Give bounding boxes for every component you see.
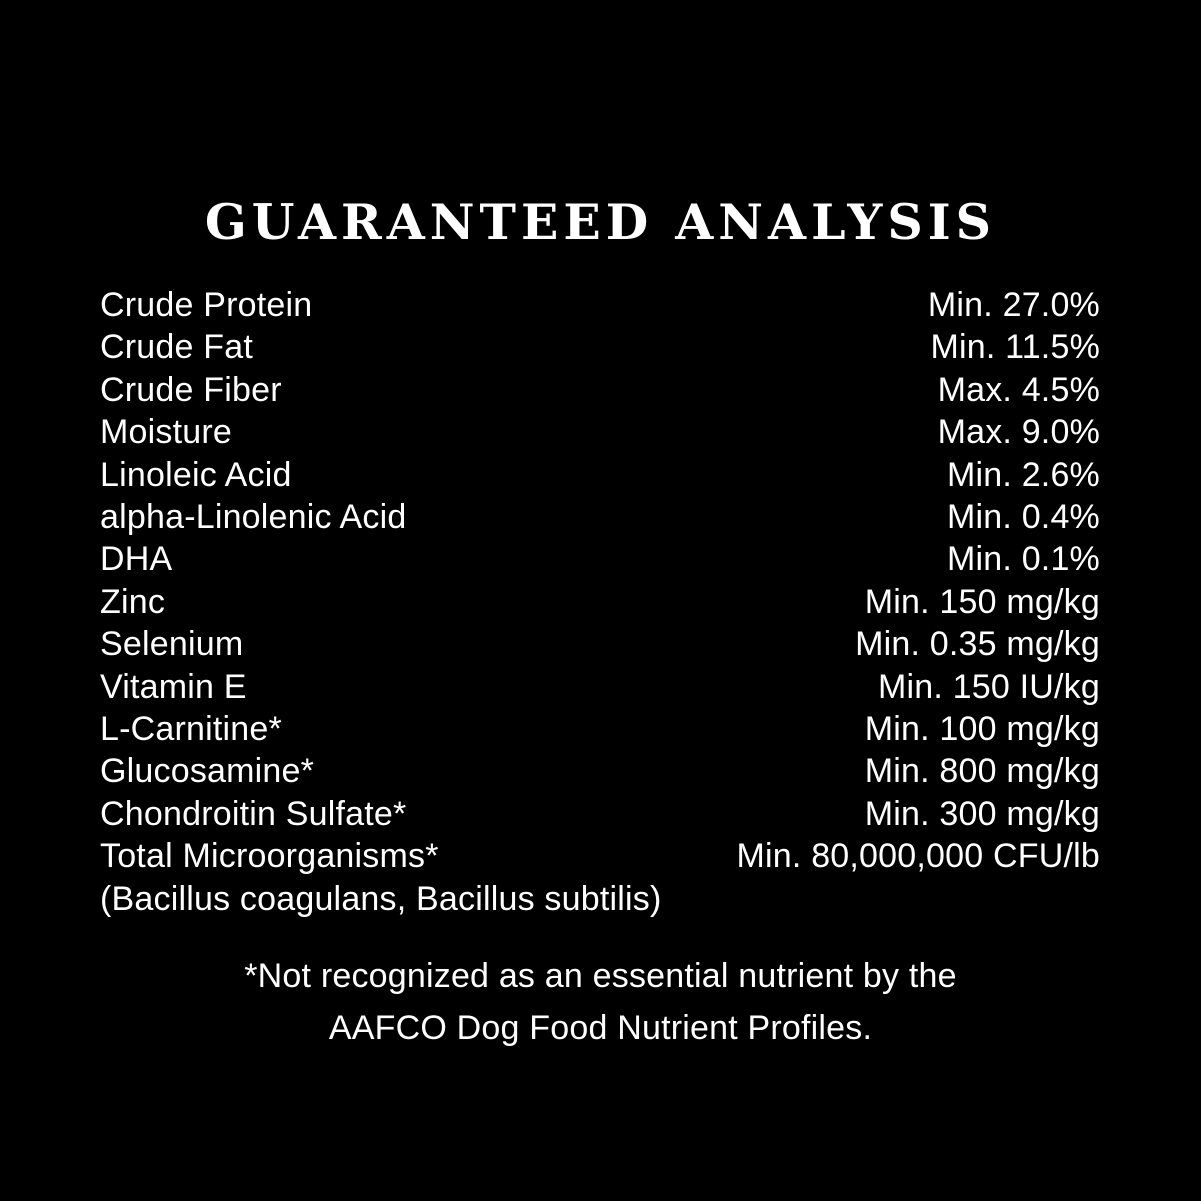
nutrient-value: Min. 300 mg/kg	[864, 794, 1100, 833]
table-row: Moisture Max. 9.0%	[100, 411, 1100, 453]
nutrient-value: Min. 0.1%	[947, 540, 1100, 579]
nutrient-label: Selenium	[100, 625, 244, 664]
nutrient-label: Crude Fat	[100, 328, 253, 367]
nutrient-label: Moisture	[100, 413, 232, 452]
nutrient-value: Min. 150 mg/kg	[864, 582, 1100, 621]
analysis-rows: Crude Protein Min. 27.0% Crude Fat Min. …	[100, 284, 1100, 878]
footnote-line-1: *Not recognized as an essential nutrient…	[244, 956, 957, 995]
table-row: alpha-Linolenic Acid Min. 0.4%	[100, 496, 1100, 538]
nutrient-value: Max. 4.5%	[937, 370, 1100, 409]
nutrient-value: Min. 80,000,000 CFU/lb	[736, 837, 1100, 876]
nutrient-label: Zinc	[100, 582, 166, 621]
analysis-table: Crude Protein Min. 27.0% Crude Fat Min. …	[100, 284, 1100, 920]
table-row: Crude Protein Min. 27.0%	[100, 284, 1100, 326]
nutrient-value: Min. 800 mg/kg	[864, 752, 1100, 791]
footnote: *Not recognized as an essential nutrient…	[0, 950, 1201, 1054]
page-title: GUARANTEED ANALYSIS	[204, 193, 997, 251]
table-row: DHA Min. 0.1%	[100, 538, 1100, 580]
nutrient-label: L-Carnitine*	[100, 709, 282, 748]
nutrient-value: Max. 9.0%	[937, 413, 1100, 452]
nutrient-label: Vitamin E	[100, 667, 247, 706]
table-row: Zinc Min. 150 mg/kg	[100, 581, 1100, 623]
nutrient-label: Crude Fiber	[100, 370, 282, 409]
nutrient-label: DHA	[100, 540, 173, 579]
nutrient-value: Min. 11.5%	[930, 328, 1100, 367]
nutrient-value: Min. 27.0%	[927, 285, 1100, 324]
microorganisms-species-note: (Bacillus coagulans, Bacillus subtilis)	[100, 879, 662, 918]
table-row: Selenium Min. 0.35 mg/kg	[100, 623, 1100, 665]
footnote-line-2: AAFCO Dog Food Nutrient Profiles.	[328, 1008, 873, 1047]
table-row: Glucosamine* Min. 800 mg/kg	[100, 750, 1100, 792]
nutrient-label: Crude Protein	[100, 285, 313, 324]
nutrient-value: Min. 150 IU/kg	[877, 667, 1100, 706]
nutrient-value: Min. 2.6%	[947, 455, 1100, 494]
nutrient-label: alpha-Linolenic Acid	[100, 497, 407, 536]
table-row: Vitamin E Min. 150 IU/kg	[100, 666, 1100, 708]
table-row: Total Microorganisms* Min. 80,000,000 CF…	[100, 835, 1100, 877]
nutrient-label: Linoleic Acid	[100, 455, 292, 494]
table-row: Crude Fiber Max. 4.5%	[100, 369, 1100, 411]
table-row: Crude Fat Min. 11.5%	[100, 326, 1100, 368]
nutrient-value: Min. 0.35 mg/kg	[855, 625, 1100, 664]
nutrient-label: Total Microorganisms*	[100, 837, 439, 876]
nutrient-label: Glucosamine*	[100, 752, 315, 791]
table-row: Linoleic Acid Min. 2.6%	[100, 454, 1100, 496]
table-row: L-Carnitine* Min. 100 mg/kg	[100, 708, 1100, 750]
nutrient-value: Min. 0.4%	[947, 497, 1100, 536]
nutrient-value: Min. 100 mg/kg	[864, 709, 1100, 748]
nutrient-label: Chondroitin Sulfate*	[100, 794, 407, 833]
table-row: Chondroitin Sulfate* Min. 300 mg/kg	[100, 793, 1100, 835]
